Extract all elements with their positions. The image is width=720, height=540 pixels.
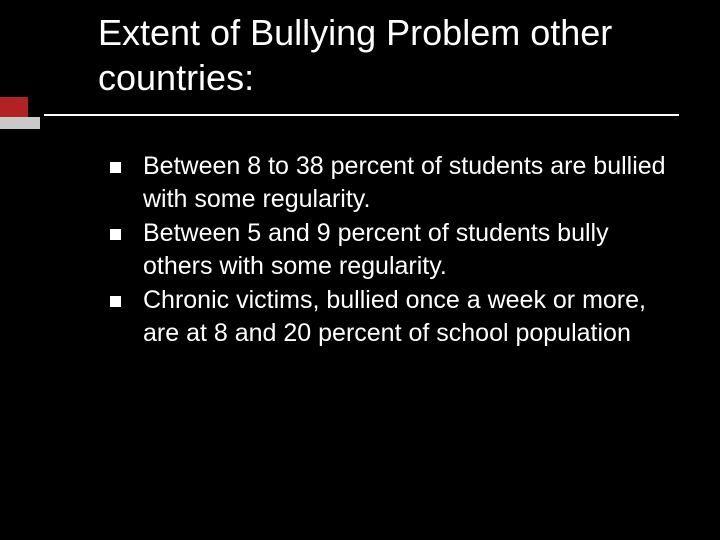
accent-red-box <box>0 97 28 117</box>
square-bullet-icon <box>110 162 121 173</box>
bullet-text: Between 8 to 38 percent of students are … <box>143 150 670 215</box>
body-block: Between 8 to 38 percent of students are … <box>110 150 670 351</box>
slide: Extent of Bullying Problem other countri… <box>0 0 720 540</box>
bullet-text: Chronic victims, bullied once a week or … <box>143 284 670 349</box>
square-bullet-icon <box>110 229 121 240</box>
accent-decoration <box>0 97 40 129</box>
title-underline <box>44 114 679 116</box>
square-bullet-icon <box>110 296 121 307</box>
bullet-text: Between 5 and 9 percent of students bull… <box>143 217 670 282</box>
accent-grey-box <box>0 117 40 129</box>
list-item: Between 5 and 9 percent of students bull… <box>110 217 670 282</box>
title-block: Extent of Bullying Problem other countri… <box>98 10 678 100</box>
slide-title: Extent of Bullying Problem other countri… <box>98 10 678 100</box>
list-item: Chronic victims, bullied once a week or … <box>110 284 670 349</box>
list-item: Between 8 to 38 percent of students are … <box>110 150 670 215</box>
